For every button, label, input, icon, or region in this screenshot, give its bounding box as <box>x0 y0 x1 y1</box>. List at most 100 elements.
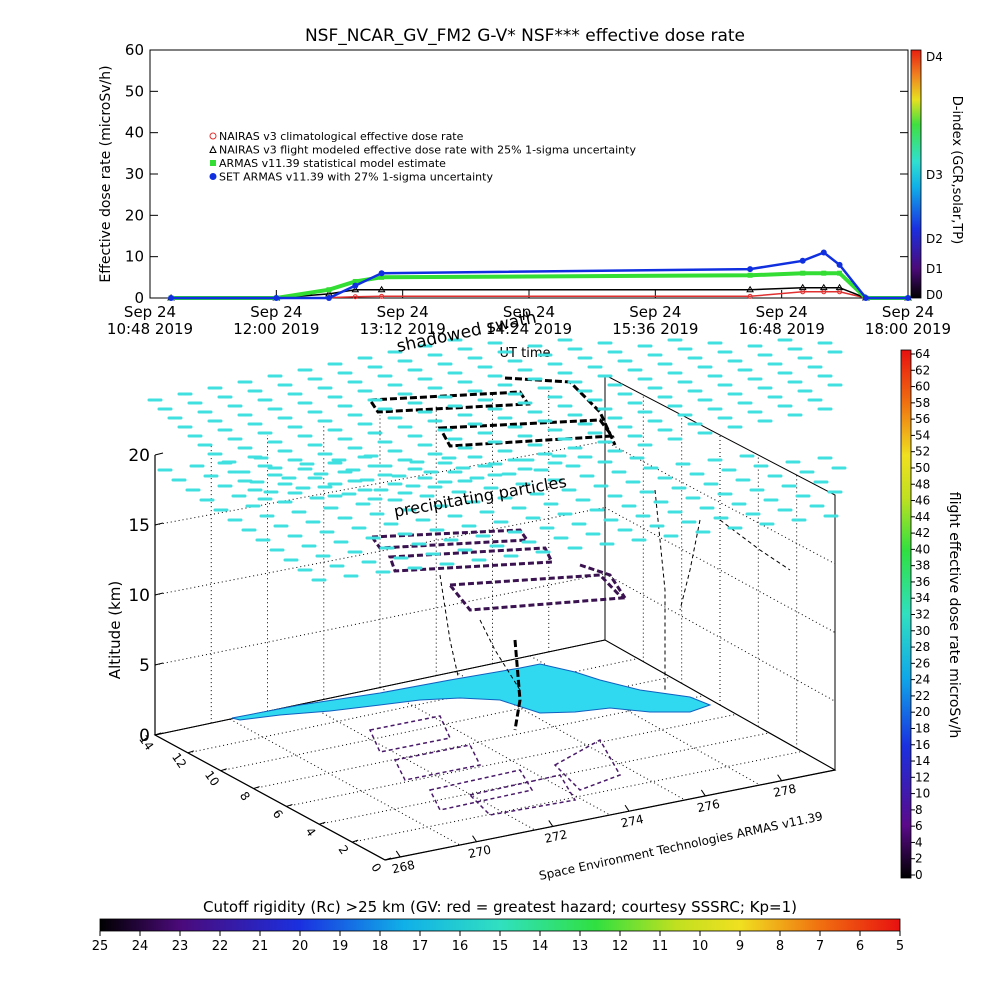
latitude-tick-mark <box>319 821 326 825</box>
latitude-tick-mark <box>351 839 359 843</box>
y-tick-label: 40 <box>125 124 144 142</box>
dose-tick-label: 14 <box>915 754 930 768</box>
rigidity-tick-label: 19 <box>332 939 349 954</box>
dose-tick-label: 38 <box>915 559 930 573</box>
rigidity-tick-label: 15 <box>492 939 509 954</box>
wall-gridline <box>154 573 606 666</box>
longitude-tick-label: 278 <box>772 782 797 800</box>
altitude-tick-mark <box>154 662 164 666</box>
dose-tick-label: 60 <box>915 380 930 394</box>
dose-tick-label: 20 <box>915 705 930 719</box>
data-point <box>273 295 280 301</box>
rigidity-tick-label: 17 <box>412 939 429 954</box>
d-index-tick-label: D4 <box>926 50 943 64</box>
d-index-colorbar <box>910 49 922 299</box>
rigidity-colorbar-gradient <box>99 918 901 932</box>
longitude-tick-label: 272 <box>543 827 568 845</box>
data-point <box>352 278 358 284</box>
rigidity-tick-label: 18 <box>372 939 389 954</box>
data-point <box>352 294 358 300</box>
latitude-tick-label: 10 <box>202 768 222 789</box>
vertical-traces <box>439 489 791 691</box>
dose-tick-label: 6 <box>915 819 923 833</box>
x-tick-label: Sep 24 <box>882 303 934 321</box>
dose-tick-label: 52 <box>915 445 930 459</box>
dose-tick-label: 48 <box>915 477 930 491</box>
longitude-tick-mark <box>624 804 630 812</box>
data-point <box>799 257 806 264</box>
x-tick-label: 10:48 2019 <box>107 320 193 338</box>
altitude-tick-label: 5 <box>139 656 150 676</box>
dose-tick-label: 10 <box>915 787 930 801</box>
data-point <box>377 285 386 293</box>
data-point <box>820 249 827 256</box>
latitude-tick-mark <box>187 750 195 754</box>
longitude-tick-mark <box>777 774 783 781</box>
dose-tick-label: 28 <box>915 640 930 654</box>
series-lines <box>167 249 912 301</box>
y-axis-label: Effective dose rate (microSv/h) <box>98 65 114 282</box>
altitude-tick-label: 15 <box>128 516 150 536</box>
y-tick-label: 10 <box>125 248 144 266</box>
rigidity-tick-label: 11 <box>652 939 669 954</box>
rigidity-colorbar-title: Cutoff rigidity (Rc) >25 km (GV: red = g… <box>203 898 797 916</box>
dose-tick-label: 34 <box>915 591 930 605</box>
latitude-tick-mark <box>253 786 260 790</box>
altitude-tick-label: 0 <box>139 726 150 746</box>
dose-tick-label: 2 <box>915 852 923 866</box>
dose-tick-label: 24 <box>915 673 930 687</box>
x-tick-label: 15:36 2019 <box>612 320 698 338</box>
data-point <box>821 270 827 276</box>
latitude-tick-mark <box>154 732 162 736</box>
d-index-label: D-index (GCR,solar,TP) <box>949 96 964 244</box>
floor-gridline <box>253 695 704 790</box>
data-point <box>168 295 175 301</box>
longitude-tick-mark <box>548 820 554 827</box>
data-point <box>352 282 359 289</box>
legend-marker <box>210 160 216 166</box>
latitude-tick-label: 2 <box>335 843 351 857</box>
dose-tick-label: 50 <box>915 461 930 475</box>
y-axis-ticks: 0 10 20 30 40 50 60 <box>125 41 908 307</box>
legend-marker <box>209 145 217 153</box>
legend-marker <box>209 173 217 180</box>
rigidity-tick-label: 13 <box>572 939 589 954</box>
data-point <box>379 274 385 280</box>
series-line <box>171 286 908 299</box>
dose-colorbar-gradient <box>900 349 912 879</box>
x-axis-label: UT time <box>500 346 551 361</box>
longitude-tick-label: 270 <box>467 843 492 861</box>
rigidity-tick-label: 25 <box>92 939 109 954</box>
floor-gridline <box>229 718 461 846</box>
legend-label: SET ARMAS v11.39 with 27% 1-sigma uncert… <box>219 171 493 184</box>
altitude-tick-mark <box>154 592 164 596</box>
altitude-axis-label: Altitude (km) <box>106 581 124 679</box>
latitude-tick-mark <box>286 803 293 807</box>
dose-tick-label: 8 <box>915 803 923 817</box>
rigidity-tick-label: 22 <box>212 939 229 954</box>
rigidity-colorbar-ticks: 25 24 23 22 21 20 19 18 17 16 15 14 13 12 11 10 9 8 7 6 5 <box>92 931 904 954</box>
d-index-tick-label: D1 <box>926 262 943 276</box>
precipitating-particles-cloud <box>147 338 847 582</box>
longitude-tick-label: 274 <box>620 812 645 830</box>
rigidity-tick-label: 20 <box>292 939 309 954</box>
series-line <box>171 271 908 300</box>
shadowed-swath-area <box>231 663 712 721</box>
longitude-axis-ticks: 268 270 272 274 276 278 <box>391 774 797 876</box>
x-tick-label: Sep 24 <box>124 303 176 321</box>
dose-colorbar-ticks: 0246810121416182022242628303234363840424… <box>911 347 930 882</box>
dose-tick-label: 4 <box>915 835 923 849</box>
x-tick-label: 12:00 2019 <box>233 320 319 338</box>
rigidity-tick-label: 16 <box>452 939 469 954</box>
latitude-tick-mark <box>384 857 392 861</box>
y-tick-label: 30 <box>125 165 144 183</box>
floor-gridline <box>319 732 770 825</box>
rigidity-tick-label: 24 <box>132 939 149 954</box>
rigidity-tick-label: 5 <box>896 939 904 954</box>
data-point <box>747 266 754 273</box>
rigidity-tick-label: 14 <box>532 939 549 954</box>
